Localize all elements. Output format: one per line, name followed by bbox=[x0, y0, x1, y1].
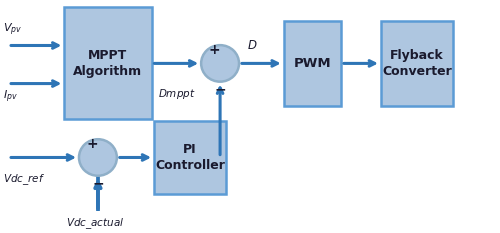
FancyBboxPatch shape bbox=[284, 21, 341, 106]
Ellipse shape bbox=[79, 139, 117, 176]
Ellipse shape bbox=[201, 45, 239, 82]
Text: −: − bbox=[92, 177, 104, 191]
Text: +: + bbox=[86, 137, 98, 151]
Text: $Dmppt$: $Dmppt$ bbox=[158, 87, 195, 101]
Text: Flyback
Converter: Flyback Converter bbox=[382, 49, 452, 78]
Text: PWM: PWM bbox=[294, 57, 331, 70]
Text: $I_{pv}$: $I_{pv}$ bbox=[3, 89, 18, 105]
Text: −: − bbox=[214, 82, 226, 97]
Text: $D$: $D$ bbox=[246, 39, 257, 52]
Text: +: + bbox=[208, 43, 220, 57]
FancyBboxPatch shape bbox=[64, 7, 152, 119]
Text: MPPT
Algorithm: MPPT Algorithm bbox=[74, 49, 142, 78]
Text: $V_{pv}$: $V_{pv}$ bbox=[3, 22, 22, 38]
FancyBboxPatch shape bbox=[381, 21, 453, 106]
Text: $Vdc\_ref$: $Vdc\_ref$ bbox=[3, 172, 45, 187]
Text: $Vdc\_actual$: $Vdc\_actual$ bbox=[66, 216, 124, 230]
FancyBboxPatch shape bbox=[154, 120, 226, 194]
Text: PI
Controller: PI Controller bbox=[155, 143, 225, 172]
